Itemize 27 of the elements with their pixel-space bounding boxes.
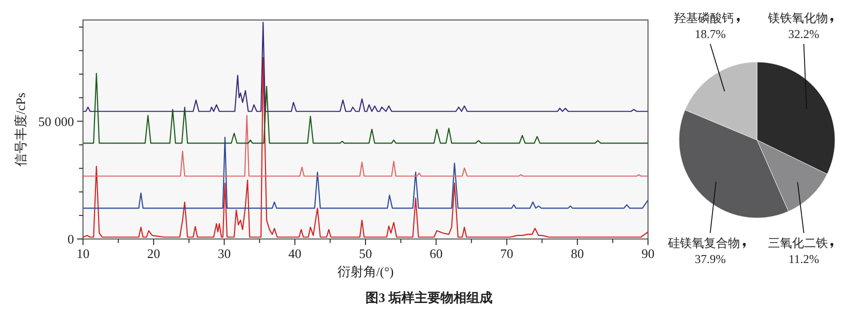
slice-label: 硅镁氧复合物 xyxy=(667,236,740,250)
x-tick-label: 60 xyxy=(430,246,443,261)
slice-label: 羟基磷酸钙 xyxy=(674,11,734,25)
data-label: 32.2% xyxy=(788,27,820,41)
legend-label: 镁铁氧化物 xyxy=(766,11,828,25)
line-series xyxy=(83,22,648,112)
x-tick-label: 10 xyxy=(76,246,90,261)
line-series xyxy=(83,57,648,238)
x-tick-label: 30 xyxy=(218,246,231,261)
x-tick-label: 70 xyxy=(500,246,514,261)
y-axis-title: 信号丰度/cPs xyxy=(13,92,28,166)
x-axis-title: 衍射角/(°) xyxy=(337,264,394,279)
x-tick-label: 20 xyxy=(147,246,160,261)
line-series xyxy=(83,72,648,144)
slice-label: 三氧化二铁 xyxy=(768,236,828,250)
data-label: 18.7% xyxy=(694,27,726,41)
x-tick-label: 40 xyxy=(288,246,302,261)
x-tick-label: 80 xyxy=(570,246,584,261)
caption: 图3 垢样主要物相组成 xyxy=(366,290,492,305)
line-series xyxy=(83,114,648,177)
x-tick-label: 50 xyxy=(359,246,372,261)
line-series xyxy=(83,136,648,209)
y-tick-label: 0 xyxy=(68,232,74,246)
x-tick-label: 90 xyxy=(642,246,654,261)
data-label: 37.9% xyxy=(694,252,726,266)
data-label: 11.2% xyxy=(788,252,820,266)
y-tick-label: 50 000 xyxy=(38,114,74,129)
